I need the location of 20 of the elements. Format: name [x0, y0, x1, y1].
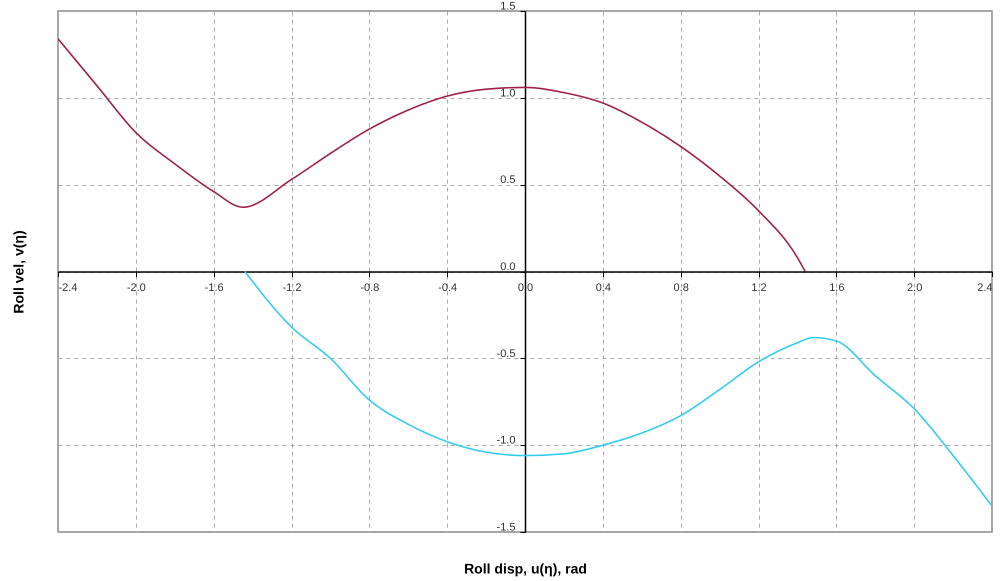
x-axis-title: Roll disp, u(η), rad [464, 560, 587, 576]
x-tick-label: -2.0 [126, 282, 146, 294]
y-tick-label: -1.0 [496, 434, 516, 447]
y-tick-label: -0.5 [496, 348, 516, 360]
x-tick-label: 1.6 [829, 282, 844, 294]
x-tick-label: 1.2 [751, 282, 767, 294]
x-tick-label: -1.6 [204, 282, 224, 294]
x-tick-label: 0.8 [674, 282, 689, 294]
x-tick-label: 2.0 [907, 282, 922, 294]
y-tick-label: -1.5 [496, 522, 516, 534]
x-tick-label: -1.2 [282, 282, 302, 294]
y-axis-title: Roll vel, v(η) [10, 230, 26, 314]
x-tick-label: 0.4 [596, 282, 611, 294]
y-tick-label: 0.0 [500, 261, 516, 273]
y-tick-label: 1.0 [500, 87, 516, 100]
x-tick-label: -0.8 [360, 282, 380, 294]
x-tick-label: -2.4 [58, 282, 78, 294]
y-tick-label: 1.5 [500, 0, 516, 12]
x-tick-label: -0.4 [438, 282, 458, 294]
y-tick-label: 0.5 [500, 174, 516, 186]
